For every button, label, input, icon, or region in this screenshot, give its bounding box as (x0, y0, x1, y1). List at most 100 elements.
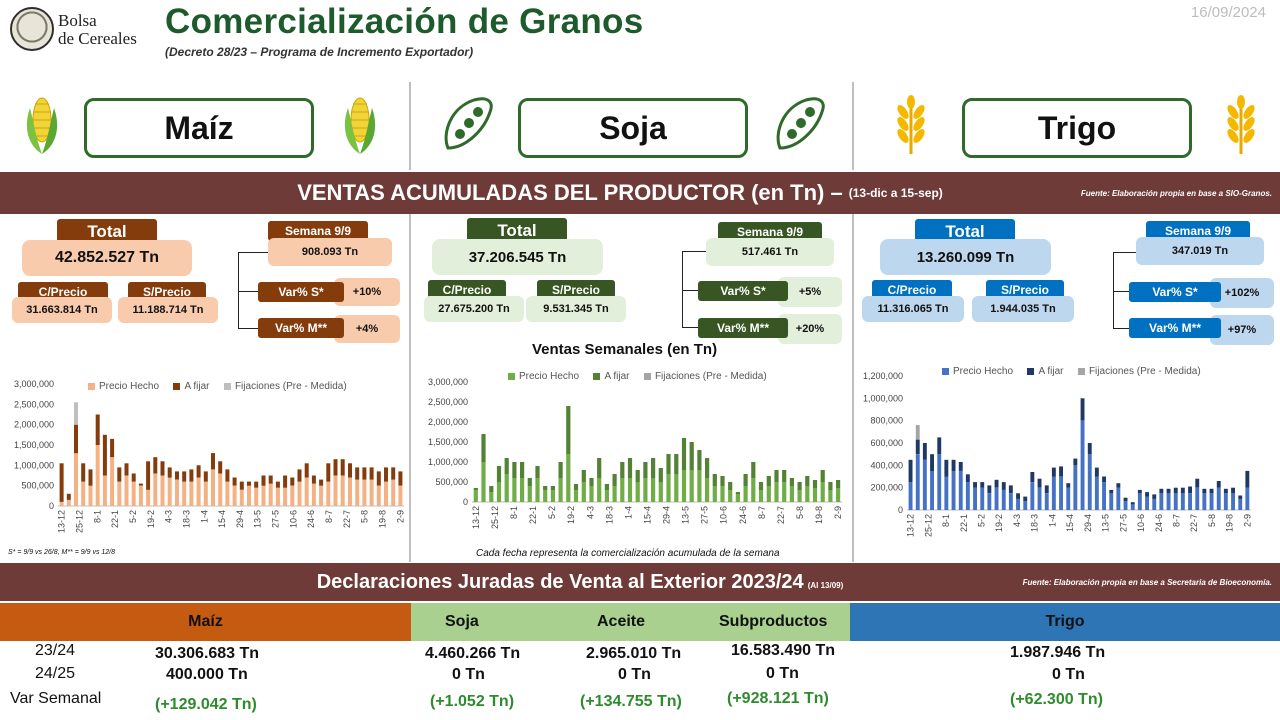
bar-segment (1159, 493, 1164, 511)
bar-segment (658, 468, 663, 482)
bar-segment (604, 490, 609, 502)
bar-segment (1195, 487, 1200, 510)
bar-segment (340, 475, 345, 506)
bar-segment (743, 474, 748, 486)
tree-connector (238, 252, 239, 328)
bar-segment (1080, 420, 1085, 510)
x-tick-label: 24-6 (1154, 514, 1164, 532)
bar-segment (1231, 493, 1235, 511)
y-tick-label: 2,000,000 (428, 417, 468, 427)
bar-segment (261, 475, 266, 486)
bar-segment (218, 473, 223, 506)
bar-segment (167, 467, 172, 478)
bar-segment (1059, 476, 1063, 510)
bar-segment (1073, 458, 1078, 466)
bar-segment (535, 478, 540, 502)
bar-segment (689, 442, 694, 470)
bar-segment (635, 470, 640, 482)
maiz-semana-value: 908.093 Tn (268, 238, 392, 266)
bar-segment (612, 486, 617, 502)
x-tick-label: 27-5 (700, 506, 710, 524)
bar-segment (1109, 489, 1114, 494)
bar-segment (211, 469, 215, 506)
ventas-source: Fuente: Elaboración propia en base a SIO… (1080, 188, 1272, 198)
x-tick-label: 25-12 (74, 510, 84, 533)
x-tick-label: 13-5 (253, 510, 263, 528)
bar-segment (1087, 454, 1092, 510)
bar-segment (987, 485, 992, 494)
bar-segment (124, 475, 129, 506)
bar-segment (232, 485, 237, 506)
bar-segment (550, 490, 555, 502)
bar-segment (1051, 476, 1056, 510)
bar-segment (1030, 472, 1035, 482)
x-tick-label: 10-6 (1136, 514, 1146, 532)
bar-segment (1094, 467, 1099, 477)
bar-segment (66, 499, 71, 506)
separator-2 (852, 82, 854, 170)
x-tick-label: 15-4 (217, 510, 227, 528)
bar-segment (489, 492, 494, 502)
x-tick-label: 5-8 (360, 510, 370, 523)
djve-header-maiz: Maíz (0, 603, 411, 641)
bar-segment (304, 477, 309, 506)
x-tick-label: 13-5 (681, 506, 691, 524)
x-tick-label: 1-4 (1047, 514, 1057, 527)
maiz-semana-label: Semana 9/9 (268, 221, 368, 241)
x-tick-label: 1-4 (623, 506, 633, 519)
djve-header-trigo: Trigo (850, 603, 1280, 641)
bar-segment (297, 481, 302, 506)
legend-item: Fijaciones (Pre - Medida) (643, 371, 767, 382)
x-tick-label: 5-2 (547, 506, 557, 519)
chart-maiz: 0 500,000 1,000,000 1,500,000 2,000,000 2,500… (14, 379, 405, 533)
bar-segment (766, 476, 771, 486)
bar-segment (504, 474, 509, 502)
bar-segment (239, 489, 244, 506)
y-tick-label: 2,500,000 (14, 399, 54, 409)
bar-segment (965, 482, 970, 510)
bar-segment (930, 470, 934, 510)
x-tick-label: 5-2 (976, 514, 986, 527)
bar-segment (376, 471, 381, 486)
legend-item: A fijar (173, 381, 210, 392)
chart-legend-soja: Precio Hecho A fijar Fijaciones (Pre - M… (508, 367, 777, 385)
bar-segment (1016, 493, 1020, 499)
bar-segment (758, 482, 764, 490)
bar-segment (1159, 488, 1164, 494)
bar-segment (805, 486, 810, 502)
trigo-semana-value: 347.019 Tn (1136, 237, 1264, 265)
bar-segment (1001, 482, 1006, 490)
legend-label: A fijar (604, 371, 630, 382)
djve-aceite-2324: 2.965.010 Tn (586, 645, 682, 662)
x-tick-label: 22-1 (528, 506, 538, 524)
bar-segment (1080, 398, 1085, 421)
x-tick-label: 27-5 (271, 510, 281, 528)
bar-segment (203, 481, 208, 506)
bar-segment (1102, 482, 1106, 510)
bar-segment (1173, 487, 1178, 494)
bar-segment (805, 476, 810, 486)
bar-segment (1023, 496, 1028, 502)
bar-segment (573, 484, 579, 490)
bar-segment (1037, 487, 1042, 510)
y-tick-label: 1,000,000 (863, 393, 903, 403)
bar-segment (689, 470, 694, 502)
x-tick-label: 18-3 (604, 506, 614, 524)
x-tick-label: 22-1 (110, 510, 120, 528)
x-tick-label: 8-1 (92, 510, 102, 523)
bar-segment (489, 486, 494, 492)
bar-segment (965, 474, 970, 483)
djve-row-label: Var Semanal (10, 690, 102, 707)
bar-segment (376, 485, 381, 506)
bar-segment (167, 477, 172, 506)
djve-maiz-2425: 400.000 Tn (166, 666, 248, 683)
x-tick-label: 19-2 (146, 510, 156, 528)
trigo-cprecio-label: C/Precio (872, 280, 952, 300)
bar-segment (1137, 489, 1142, 494)
djve-soja-2425: 0 Tn (452, 666, 485, 683)
bar-segment (182, 481, 187, 506)
maiz-total-label: Total (57, 219, 157, 244)
bar-segment (987, 493, 992, 511)
djve-band: Declaraciones Juradas de Venta al Exteri… (0, 563, 1280, 601)
bar-segment (225, 469, 230, 482)
